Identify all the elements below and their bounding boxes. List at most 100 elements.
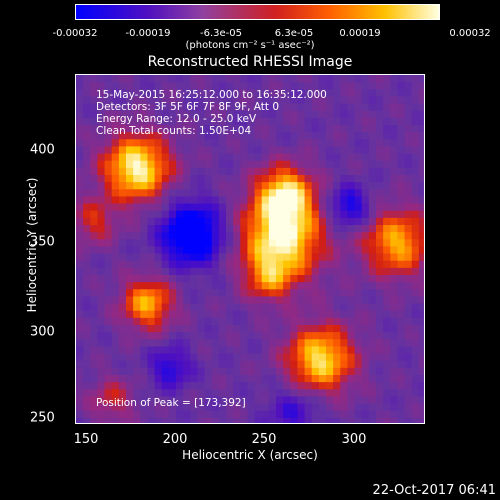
heatmap-cell bbox=[268, 296, 277, 304]
heatmap-cell bbox=[340, 267, 348, 276]
heatmap-cell bbox=[83, 89, 91, 97]
heatmap-cell bbox=[390, 317, 398, 326]
heatmap-cell bbox=[276, 253, 284, 262]
heatmap-cell bbox=[254, 296, 263, 304]
heatmap-cell bbox=[197, 96, 205, 104]
heatmap-cell bbox=[418, 360, 424, 369]
heatmap-cell bbox=[376, 117, 384, 126]
heatmap-cell bbox=[140, 203, 148, 212]
heatmap-cell bbox=[411, 325, 420, 333]
heatmap-cell bbox=[161, 289, 170, 297]
heatmap-cell bbox=[218, 382, 227, 390]
heatmap-cell bbox=[354, 232, 363, 240]
heatmap-cell bbox=[226, 303, 234, 312]
heatmap-cell bbox=[276, 303, 284, 312]
heatmap-cell bbox=[154, 353, 163, 362]
heatmap-cell bbox=[311, 260, 320, 269]
heatmap-cell bbox=[190, 82, 198, 90]
heatmap-cell bbox=[404, 189, 413, 197]
heatmap-cell bbox=[290, 267, 298, 276]
heatmap-cell bbox=[318, 132, 327, 140]
heatmap-cell bbox=[297, 275, 305, 283]
heatmap-cell bbox=[233, 217, 241, 226]
heatmap-cell bbox=[361, 325, 370, 333]
heatmap-cell bbox=[90, 139, 98, 147]
heatmap-cell bbox=[211, 267, 220, 276]
heatmap-cell bbox=[340, 125, 348, 133]
heatmap-cell bbox=[297, 239, 305, 247]
heatmap-cell bbox=[354, 275, 363, 283]
heatmap-cell bbox=[311, 296, 320, 304]
heatmap-cell bbox=[118, 110, 127, 119]
heatmap-cell bbox=[240, 203, 248, 212]
heatmap-cell bbox=[268, 125, 277, 133]
heatmap-cell bbox=[390, 367, 398, 376]
heatmap-cell bbox=[226, 175, 234, 183]
heatmap-cell bbox=[104, 332, 113, 340]
heatmap-cell bbox=[240, 153, 248, 162]
heatmap-cell bbox=[204, 139, 213, 147]
heatmap-cell bbox=[176, 196, 184, 204]
heatmap-cell bbox=[333, 403, 341, 412]
heatmap-cell bbox=[376, 296, 384, 304]
heatmap-cell bbox=[247, 260, 255, 269]
heatmap-cell bbox=[204, 75, 213, 83]
heatmap-cell bbox=[197, 403, 205, 412]
heatmap-cell bbox=[333, 89, 341, 97]
heatmap-cell bbox=[254, 110, 263, 119]
heatmap-cell bbox=[147, 317, 155, 326]
heatmap-cell bbox=[276, 167, 284, 176]
heatmap-cell bbox=[354, 253, 363, 262]
heatmap-cell bbox=[147, 225, 155, 233]
heatmap-cell bbox=[397, 282, 405, 290]
heatmap-cell bbox=[176, 203, 184, 212]
heatmap-cell bbox=[247, 339, 255, 347]
heatmap-cell bbox=[318, 246, 327, 254]
heatmap-cell bbox=[404, 303, 413, 312]
heatmap-cell bbox=[111, 110, 120, 119]
heatmap-cell bbox=[140, 260, 148, 269]
heatmap-cell bbox=[140, 403, 148, 412]
heatmap-cell bbox=[111, 332, 120, 340]
heatmap-cell bbox=[133, 196, 141, 204]
heatmap-cell bbox=[261, 153, 270, 162]
heatmap-cell bbox=[218, 417, 227, 423]
heatmap-cell bbox=[254, 275, 263, 283]
heatmap-cell bbox=[290, 239, 298, 247]
heatmap-cell bbox=[383, 310, 391, 319]
heatmap-cell bbox=[126, 175, 134, 183]
heatmap-cell bbox=[204, 117, 213, 126]
heatmap-cell bbox=[418, 110, 424, 119]
colorbar-tick: 0.00032 bbox=[449, 28, 491, 39]
heatmap-cell bbox=[111, 389, 120, 397]
heatmap-cell bbox=[240, 417, 248, 423]
heatmap-cell bbox=[190, 389, 198, 397]
heatmap-cell bbox=[290, 160, 298, 169]
heatmap-cell bbox=[247, 210, 255, 219]
heatmap-cell bbox=[176, 325, 184, 333]
heatmap-cell bbox=[76, 260, 84, 269]
heatmap-cell bbox=[397, 132, 405, 140]
heatmap-cell bbox=[104, 132, 113, 140]
heatmap-cell bbox=[354, 317, 363, 326]
heatmap-cell bbox=[411, 417, 420, 423]
heatmap-cell bbox=[333, 410, 341, 419]
heatmap-cell bbox=[290, 260, 298, 269]
heatmap-cell bbox=[418, 332, 424, 340]
heatmap-cell bbox=[333, 217, 341, 226]
heatmap-cell bbox=[361, 175, 370, 183]
heatmap-cell bbox=[226, 139, 234, 147]
heatmap-cell bbox=[147, 160, 155, 169]
heatmap-cell bbox=[161, 296, 170, 304]
heatmap-cell bbox=[83, 96, 91, 104]
heatmap-cell bbox=[218, 296, 227, 304]
heatmap-cell bbox=[397, 125, 405, 133]
heatmap-cell bbox=[268, 217, 277, 226]
heatmap-cell bbox=[126, 125, 134, 133]
heatmap-cell bbox=[133, 167, 141, 176]
heatmap-cell bbox=[204, 410, 213, 419]
heatmap-cell bbox=[347, 260, 355, 269]
heatmap-cell bbox=[161, 267, 170, 276]
heatmap-cell bbox=[233, 275, 241, 283]
heatmap-cell bbox=[383, 375, 391, 383]
